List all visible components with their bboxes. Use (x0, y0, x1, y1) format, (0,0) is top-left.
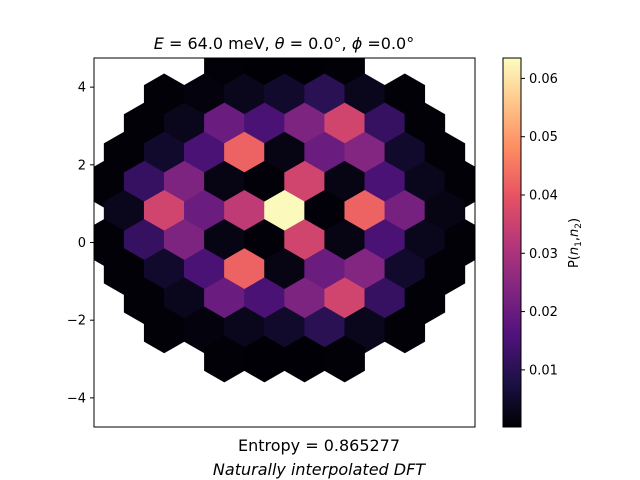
colorbar-tick-label: 0.03 (529, 247, 558, 262)
colorbar-tick-label: 0.02 (529, 305, 558, 320)
method-label: Naturally interpolated DFT (213, 460, 426, 479)
entropy-label: Entropy = 0.865277 (238, 436, 400, 455)
hexbin-layer (94, 58, 475, 383)
y-axis: 4 2 0 −2 −4 (67, 81, 94, 406)
colorbar-tick-label: 0.06 (529, 72, 558, 87)
hex-cell (324, 335, 365, 383)
hex-cell (384, 306, 426, 354)
colorbar (502, 57, 522, 428)
hex-cell (204, 335, 245, 383)
colorbar-label: P(n1,n2) (567, 218, 584, 268)
y-tick-label: 0 (78, 236, 86, 251)
colorbar-tick-label: 0.05 (529, 130, 558, 145)
colorbar-ticks: 0.01 0.02 0.03 0.04 0.05 0.06 (521, 72, 558, 378)
chart-title: E = 64.0 meV, θ = 0.0°, ϕ =0.0° (154, 34, 414, 53)
hex-cell (244, 335, 285, 383)
y-tick-label: −2 (67, 314, 86, 329)
colorbar-tick-label: 0.04 (529, 188, 558, 203)
y-tick-label: 2 (78, 158, 86, 173)
hex-cell (143, 306, 185, 354)
y-tick-label: −4 (67, 391, 86, 406)
hex-cell (284, 335, 325, 383)
y-tick-label: 4 (78, 81, 86, 96)
colorbar-tick-label: 0.01 (529, 363, 558, 378)
